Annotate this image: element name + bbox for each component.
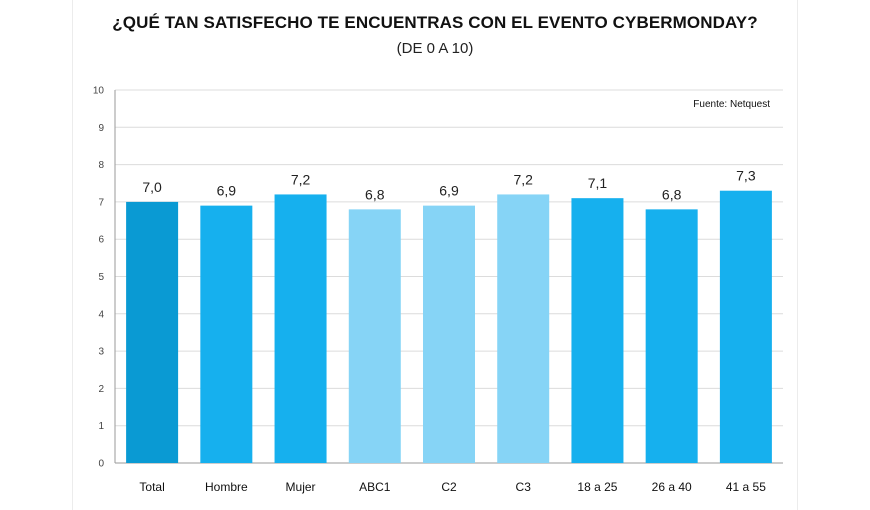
value-label: 6,8 xyxy=(662,186,682,202)
x-axis-labels: Total Hombre Mujer ABC1 C2 C3 18 a 25 26 a 40 41… xyxy=(139,480,766,494)
y-tick-label: 5 xyxy=(98,272,104,283)
y-tick-label: 8 xyxy=(98,160,104,171)
y-tick-label: 7 xyxy=(98,197,104,208)
x-tick-label: 18 a 25 xyxy=(577,480,617,494)
y-tick-label: 2 xyxy=(98,384,104,395)
y-axis-ticks: 0 1 2 3 4 5 6 7 8 9 10 xyxy=(93,86,105,470)
bar xyxy=(571,198,624,464)
value-label: 6,8 xyxy=(365,186,385,202)
bar xyxy=(200,205,253,463)
value-label: 6,9 xyxy=(217,183,237,199)
y-tick-label: 3 xyxy=(98,347,104,358)
chart-subtitle: (DE 0 A 10) xyxy=(396,40,474,57)
x-tick-label: C3 xyxy=(516,480,532,494)
value-label: 6,9 xyxy=(439,183,459,199)
bar xyxy=(126,201,179,463)
x-tick-label: Total xyxy=(139,480,164,494)
x-tick-label: Mujer xyxy=(286,480,316,494)
y-tick-label: 9 xyxy=(98,123,104,134)
y-tick-label: 6 xyxy=(98,235,104,246)
x-tick-label: ABC1 xyxy=(359,480,391,494)
y-tick-label: 0 xyxy=(98,459,104,470)
bar xyxy=(423,205,475,463)
bars xyxy=(126,190,772,464)
bar xyxy=(348,209,401,463)
x-tick-label: 41 a 55 xyxy=(726,480,766,494)
source-note: Fuente: Netquest xyxy=(693,99,770,110)
value-label: 7,3 xyxy=(736,168,756,184)
bar xyxy=(719,190,772,463)
bar xyxy=(645,209,698,463)
value-label: 7,2 xyxy=(291,171,311,187)
x-tick-label: 26 a 40 xyxy=(652,480,692,494)
chart-title: ¿QUÉ TAN SATISFECHO TE ENCUENTRAS CON EL… xyxy=(112,13,758,32)
value-label: 7,2 xyxy=(513,171,533,187)
x-tick-label: Hombre xyxy=(205,480,248,494)
y-tick-label: 4 xyxy=(98,309,104,320)
value-labels: 7,0 6,9 7,2 6,8 6,9 7,2 7,1 6,8 7,3 xyxy=(142,168,755,203)
value-label: 7,0 xyxy=(142,179,162,195)
y-tick-label: 1 xyxy=(98,421,104,432)
x-tick-label: C2 xyxy=(441,480,457,494)
bar xyxy=(274,194,327,463)
bar xyxy=(497,194,550,463)
value-label: 7,1 xyxy=(588,175,608,191)
y-tick-label: 10 xyxy=(93,86,105,97)
